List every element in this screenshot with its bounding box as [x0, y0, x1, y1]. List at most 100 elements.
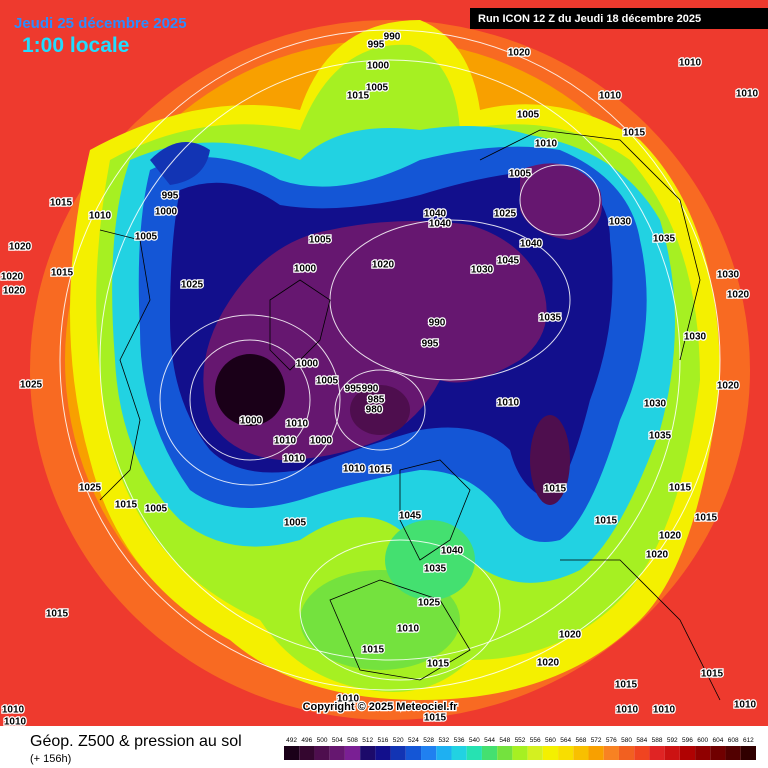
scale-swatch: [558, 746, 574, 760]
isobar-label: 1005: [145, 504, 168, 515]
scale-label: 540: [469, 737, 480, 744]
isobar-label: 1015: [50, 198, 73, 209]
isobar-label: 1020: [537, 658, 560, 669]
isobar-label: 1015: [51, 268, 74, 279]
scale-label: 520: [393, 737, 404, 744]
isobar-label: 1020: [508, 48, 531, 59]
isobar-label: 1010: [274, 436, 297, 447]
isobar-label: 1020: [559, 630, 582, 641]
isobar-label: 1010: [337, 694, 360, 705]
scale-label: 580: [621, 737, 632, 744]
isobar-label: 1020: [717, 381, 740, 392]
isobar-label: 1000: [294, 264, 317, 275]
scale-label: 548: [499, 737, 510, 744]
scale-label: 604: [713, 737, 724, 744]
isobar-label: 995: [162, 191, 179, 202]
scale-label: 536: [454, 737, 465, 744]
scale-label: 516: [378, 737, 389, 744]
scale-label: 576: [606, 737, 617, 744]
scale-swatch: [588, 746, 604, 760]
isobar-label: 1040: [429, 219, 452, 230]
isobar-label: 1005: [309, 235, 332, 246]
isobar-label: 995: [345, 384, 362, 395]
scale-swatch: [527, 746, 543, 760]
isobar-label: 1035: [653, 234, 676, 245]
isobar-label: 1010: [734, 700, 757, 711]
scale-label: 500: [317, 737, 328, 744]
isobar-label: 1020: [727, 290, 750, 301]
isobar-label: 1005: [509, 169, 532, 180]
isobar-label: 1035: [539, 313, 562, 324]
isobar-label: 1010: [679, 58, 702, 69]
isobar-label: 1000: [155, 207, 178, 218]
scale-label: 588: [652, 737, 663, 744]
scale-label: 528: [423, 737, 434, 744]
coastlines: [99, 129, 721, 701]
isobar-label: 1010: [599, 91, 622, 102]
isobar-label: 1010: [283, 454, 306, 465]
scale-label: 552: [515, 737, 526, 744]
isobar-label: 1015: [424, 713, 447, 724]
isobar-label: 1030: [644, 399, 667, 410]
scale-swatch: [573, 746, 589, 760]
scale-label: 572: [591, 737, 602, 744]
isobar-label: 1010: [616, 705, 639, 716]
scale-swatch: [284, 746, 300, 760]
isobar-label: 1025: [20, 380, 43, 391]
isobar-label: 1030: [609, 217, 632, 228]
height-field: [0, 0, 768, 726]
scale-swatch: [664, 746, 680, 760]
isobar-label: 1020: [372, 260, 395, 271]
isobar-label: 985: [368, 395, 385, 406]
isobar-label: 1040: [520, 239, 543, 250]
isobar-label: 1015: [623, 128, 646, 139]
scale-swatch: [634, 746, 650, 760]
isobar-label: 1020: [659, 531, 682, 542]
isobar-label: 1040: [424, 209, 447, 220]
scale-swatch: [451, 746, 467, 760]
forecast-date: Jeudi 25 décembre 2025: [14, 15, 187, 32]
scale-swatch: [725, 746, 741, 760]
isobar-label: 1010: [397, 624, 420, 635]
scale-label: 544: [484, 737, 495, 744]
isobar-label: 1010: [535, 139, 558, 150]
isobar-label: 1005: [135, 232, 158, 243]
lead-time: (+ 156h): [30, 753, 71, 765]
isobar-label: 1045: [497, 256, 520, 267]
scale-swatch: [497, 746, 513, 760]
scale-swatch: [466, 746, 482, 760]
scale-label: 504: [332, 737, 343, 744]
scale-swatch: [375, 746, 391, 760]
isobar-label: 990: [384, 32, 401, 43]
isobar-label: 1010: [497, 398, 520, 409]
isobar-label: 1010: [736, 89, 759, 100]
isobar-label: 1015: [46, 609, 69, 620]
isobar-label: 1000: [296, 359, 319, 370]
isobar-label: 1000: [240, 416, 263, 427]
isobar-label: 1005: [517, 110, 540, 121]
scale-label: 584: [636, 737, 647, 744]
isobar-label: 1015: [669, 483, 692, 494]
scale-swatch: [390, 746, 406, 760]
isobar-label: 990: [362, 384, 379, 395]
scale-swatch: [314, 746, 330, 760]
scale-swatch: [481, 746, 498, 760]
isobar-label: 1005: [366, 83, 389, 94]
scale-label: 524: [408, 737, 419, 744]
isobar-label: 1015: [544, 484, 567, 495]
isobar-label: 1035: [424, 564, 447, 575]
scale-swatch: [329, 746, 345, 760]
scale-label: 612: [743, 737, 754, 744]
scale-swatch: [679, 746, 696, 760]
scale-label: 608: [728, 737, 739, 744]
isobar-label: 1015: [369, 465, 392, 476]
scale-swatch: [299, 746, 315, 760]
isobar-label: 1015: [362, 645, 385, 656]
scale-swatch: [436, 746, 452, 760]
run-info: Run ICON 12 Z du Jeudi 18 décembre 2025: [478, 13, 701, 25]
scale-swatch: [740, 746, 756, 760]
isobar-label: 1010: [2, 705, 25, 716]
isobar-label: 1015: [347, 91, 370, 102]
